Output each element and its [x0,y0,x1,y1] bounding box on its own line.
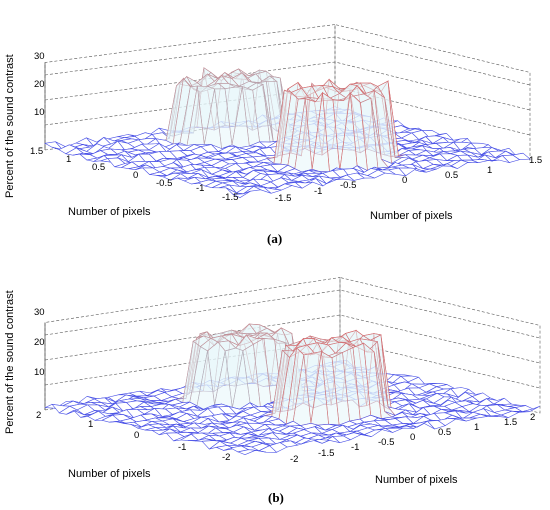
x-tick: 1 [66,154,72,165]
back-wall-grid [44,277,341,411]
y-tick: -0.5 [340,180,357,191]
x-tick: -1 [178,442,187,453]
z-gridline [44,289,541,339]
y-tick: 0.5 [438,427,452,438]
y-tick: 0 [410,432,416,443]
y-tick: -2 [290,454,299,465]
chart-panel-a: Percent of the sound contrast 30 20 10 1… [0,0,550,250]
x-tick: 1 [88,419,94,430]
x-tick: -1 [196,183,205,194]
caption-a: (a) [267,231,283,246]
chart-panel-b: Percent of the sound contrast 30 20 10 2… [0,262,550,510]
x-tick: 0 [134,430,140,441]
x-tick: 0 [133,170,139,181]
z-tick: 20 [34,337,45,348]
y-tick: 1 [487,165,493,176]
z-gridline [44,61,531,111]
y-tick: -0.5 [378,437,395,448]
y-tick: -1.5 [275,193,292,204]
y-tick: 1 [474,422,480,433]
surface-plot-a [44,24,531,198]
surface-plot-b [44,277,541,456]
y-tick: -1 [351,442,360,453]
y-tick: 1.5 [529,155,543,166]
y-tick: 1.5 [504,417,518,428]
z-tick: 20 [34,79,45,90]
z-gridline [44,339,541,389]
z-gridline [44,314,541,364]
x-tick: 1.5 [30,146,44,157]
y-axis-label: Number of pixels [375,474,458,486]
x-tick: -0.5 [156,178,173,189]
x-axis-label: Number of pixels [68,468,151,480]
x-tick: 0.5 [92,162,106,173]
surface-cell [232,190,251,198]
z-axis-label: Percent of the sound contrast [4,290,16,434]
y-tick: -1 [314,186,323,197]
z-gridline [44,36,531,86]
z-tick: 30 [34,51,45,62]
z-tick: 10 [34,107,45,118]
x-tick: -2 [222,452,231,463]
x-tick: -1.5 [222,192,239,203]
y-tick: 2 [530,412,536,423]
caption-b: (b) [268,490,284,505]
z-axis-label: Percent of the sound contrast [4,54,16,198]
x-tick: 2 [36,410,42,421]
y-tick: 0.5 [445,170,459,181]
surface-cell [236,449,256,456]
y-tick: -1.5 [318,448,335,459]
x-axis-label: Number of pixels [68,206,151,218]
z-tick: 10 [34,367,45,378]
y-tick: 0 [402,175,408,186]
y-axis-label: Number of pixels [370,210,453,222]
z-tick: 30 [34,307,45,318]
